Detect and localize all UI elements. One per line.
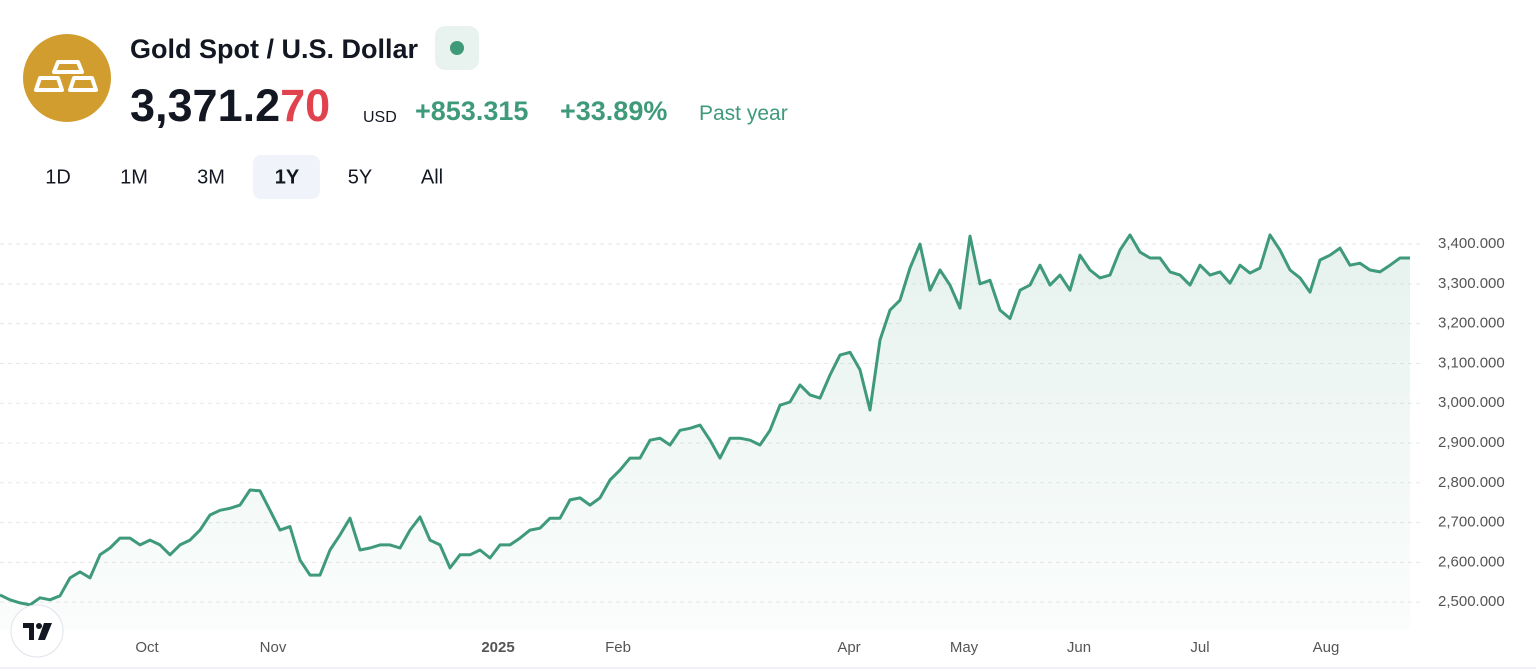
period: Past year [699, 102, 788, 125]
x-tick-label: Aug [1313, 639, 1340, 656]
tab-button[interactable]: 3M [197, 166, 225, 188]
tab-label: 1M [120, 166, 148, 188]
change-percent: +33.89% [560, 96, 667, 126]
y-tick-label: 2,900.000 [1438, 434, 1505, 451]
x-tick-label: Oct [135, 639, 159, 656]
y-tick-label: 2,500.000 [1438, 593, 1505, 610]
tab-button[interactable]: 1D [45, 166, 71, 188]
x-tick-label: Jun [1067, 639, 1091, 656]
x-tick-label: May [950, 639, 979, 656]
y-tick-label: 3,200.000 [1438, 315, 1505, 332]
y-tick-label: 3,400.000 [1438, 235, 1505, 252]
currency: USD [363, 109, 397, 126]
tab-label: 1D [45, 166, 71, 188]
y-tick-label: 2,700.000 [1438, 514, 1505, 531]
y-tick-label: 3,300.000 [1438, 275, 1505, 292]
x-tick-label: Jul [1190, 639, 1209, 656]
y-tick-label: 2,600.000 [1438, 553, 1505, 570]
x-tick-label: Feb [605, 639, 631, 656]
change: +853.315 [415, 96, 528, 126]
tab-label: All [421, 166, 443, 188]
tab-button[interactable]: 1M [120, 166, 148, 188]
chart: 2,500.000 2,600.000 2,700.000 2,800.000 2,90… [0, 233, 1505, 656]
gold-icon [23, 34, 111, 122]
tab-highlight [253, 155, 320, 199]
x-tick-label: 2025 [481, 639, 514, 656]
tabs: 1D 1M 3M 1Y 5Y All [45, 155, 443, 199]
price-main: 3,371.2 [130, 80, 280, 131]
y-tick-label: 2,800.000 [1438, 474, 1505, 491]
tab-button[interactable]: All [421, 166, 443, 188]
price-tail: 70 [280, 80, 330, 131]
tradingview-logo [10, 604, 64, 658]
price-line [0, 233, 1410, 607]
tab-label: 5Y [348, 166, 372, 188]
title: Gold Spot / U.S. Dollar [130, 34, 419, 64]
tab-label: 3M [197, 166, 225, 188]
price: 3,371.270 [130, 80, 330, 131]
tab-button[interactable]: 5Y [348, 166, 372, 188]
y-tick-label: 3,100.000 [1438, 354, 1505, 371]
area-fill [0, 234, 1410, 630]
tab-label: 1Y [275, 166, 300, 188]
x-tick-label: Nov [260, 639, 287, 656]
status-badge [435, 26, 479, 70]
tab-button[interactable]: 1Y [253, 155, 320, 199]
x-tick-label: Apr [837, 639, 860, 656]
y-tick-label: 3,000.000 [1438, 394, 1505, 411]
